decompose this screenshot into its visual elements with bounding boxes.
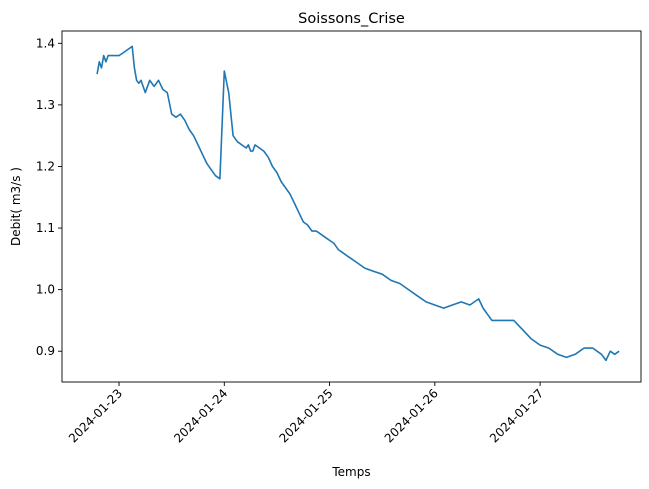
x-tick-label: 2024-01-25 <box>276 386 335 445</box>
y-tick-label: 1.1 <box>36 221 55 235</box>
x-tick-label: 2024-01-23 <box>66 386 125 445</box>
x-axis-ticks: 2024-01-23 2024-01-24 2024-01-25 2024-01-26… <box>66 382 546 445</box>
y-tick-label: 1.0 <box>36 283 55 297</box>
y-tick-label: 0.9 <box>36 344 55 358</box>
y-tick-label: 1.4 <box>36 36 55 50</box>
y-tick-label: 1.3 <box>36 98 55 112</box>
y-tick-label: 1.2 <box>36 159 55 173</box>
y-axis-ticks: 0.9 1.0 1.1 1.2 1.3 1.4 <box>36 36 62 358</box>
y-axis-title: Debit( m3/s ) <box>9 167 23 246</box>
series-line-debit <box>96 45 620 362</box>
plot-area-frame <box>61 30 642 383</box>
x-tick-label: 2024-01-27 <box>487 386 546 445</box>
x-tick-label: 2024-01-26 <box>382 386 441 445</box>
x-tick-label: 2024-01-24 <box>171 386 230 445</box>
chart-title: Soissons_Crise <box>298 11 405 27</box>
x-axis-title: Temps <box>331 465 370 479</box>
